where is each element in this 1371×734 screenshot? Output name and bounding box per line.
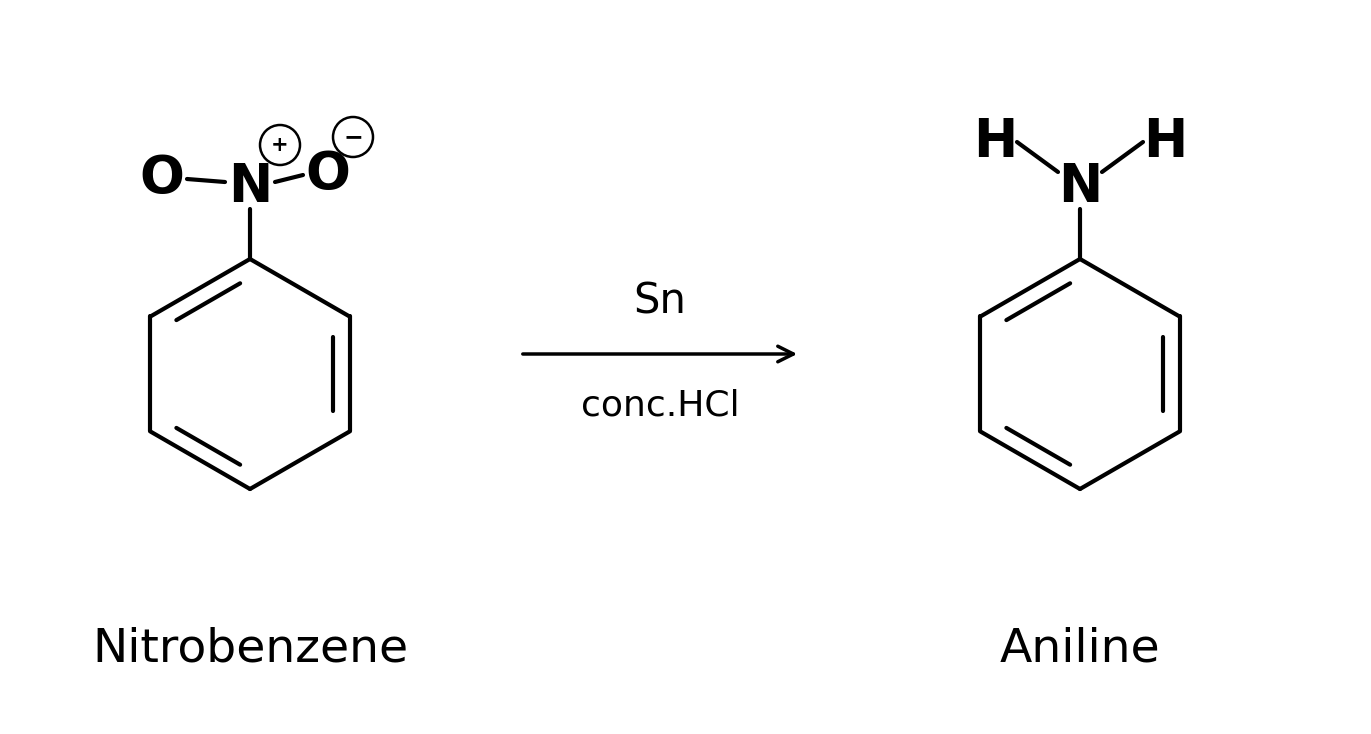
Text: H: H xyxy=(973,116,1017,168)
Text: N: N xyxy=(1058,161,1102,213)
Text: −: − xyxy=(343,125,363,149)
Text: conc.HCl: conc.HCl xyxy=(581,389,739,423)
Text: Nitrobenzene: Nitrobenzene xyxy=(92,627,409,672)
Text: N: N xyxy=(228,161,271,213)
Text: O: O xyxy=(140,153,185,205)
Text: +: + xyxy=(271,135,289,155)
Text: O: O xyxy=(306,149,351,201)
Text: Sn: Sn xyxy=(633,281,687,323)
Text: Aniline: Aniline xyxy=(999,627,1160,672)
Text: H: H xyxy=(1143,116,1187,168)
